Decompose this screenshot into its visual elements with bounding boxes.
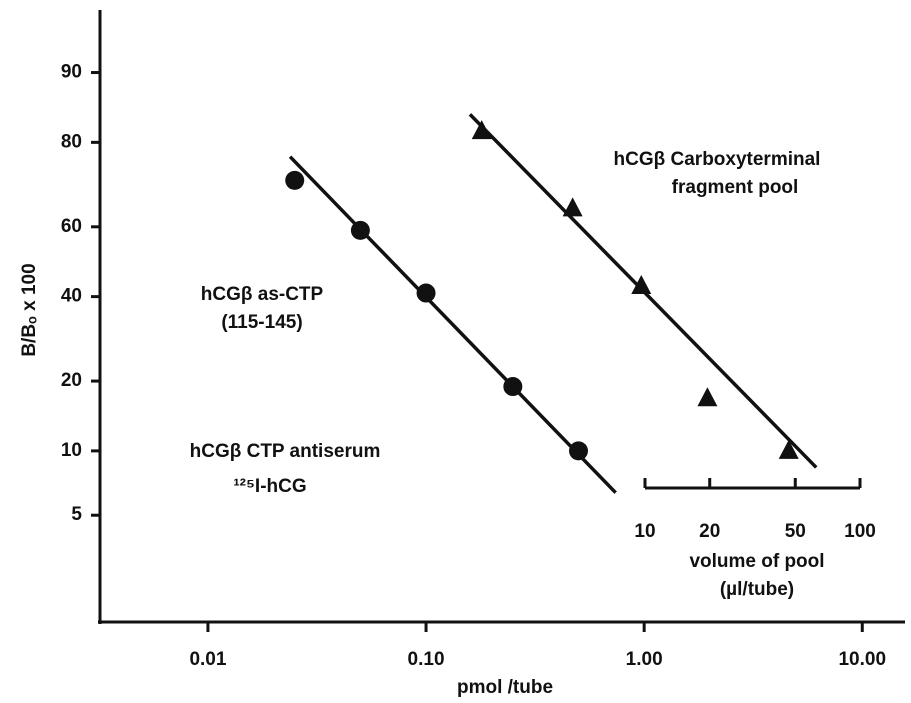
y-tick-label: 5 xyxy=(71,504,82,525)
y-tick-label: 80 xyxy=(61,131,82,152)
x2-axis-label: (µl/tube) xyxy=(720,579,794,600)
y-tick-label: 60 xyxy=(61,216,82,237)
point xyxy=(471,120,492,140)
point xyxy=(562,197,583,217)
x2-tick-label: 50 xyxy=(785,521,806,542)
point xyxy=(697,387,718,407)
point xyxy=(350,220,370,240)
point xyxy=(631,274,652,294)
x-tick-label: 10.00 xyxy=(838,649,886,670)
y-axis-label: B/Bₒ x 100 xyxy=(19,263,40,356)
y-tick-label: 90 xyxy=(61,62,82,83)
x-tick-label: 1.00 xyxy=(626,649,663,670)
point xyxy=(285,170,305,190)
fit-line xyxy=(288,155,617,494)
annotation: hCGβ as-CTP xyxy=(201,284,324,305)
x2-tick-label: 100 xyxy=(844,521,876,542)
x2-axis-label: volume of pool xyxy=(689,551,824,572)
annotation: fragment pool xyxy=(672,177,799,198)
x2-tick-label: 20 xyxy=(699,521,720,542)
annotation: hCGβ Carboxyterminal xyxy=(614,149,821,170)
point xyxy=(778,439,799,459)
x-tick-label: 0.01 xyxy=(189,649,226,670)
point xyxy=(503,377,523,397)
point xyxy=(569,441,589,461)
point xyxy=(416,283,436,303)
annotation: ¹²⁵I-hCG xyxy=(233,476,306,497)
x-tick-label: 0.10 xyxy=(408,649,445,670)
annotation: (115-145) xyxy=(221,312,302,333)
y-tick-label: 20 xyxy=(61,370,82,391)
y-tick-label: 10 xyxy=(61,440,82,461)
x-axis-label: pmol /tube xyxy=(457,677,553,698)
x2-tick-label: 10 xyxy=(634,521,655,542)
y-tick-label: 40 xyxy=(61,286,82,307)
annotation: hCGβ CTP antiserum xyxy=(190,441,381,462)
